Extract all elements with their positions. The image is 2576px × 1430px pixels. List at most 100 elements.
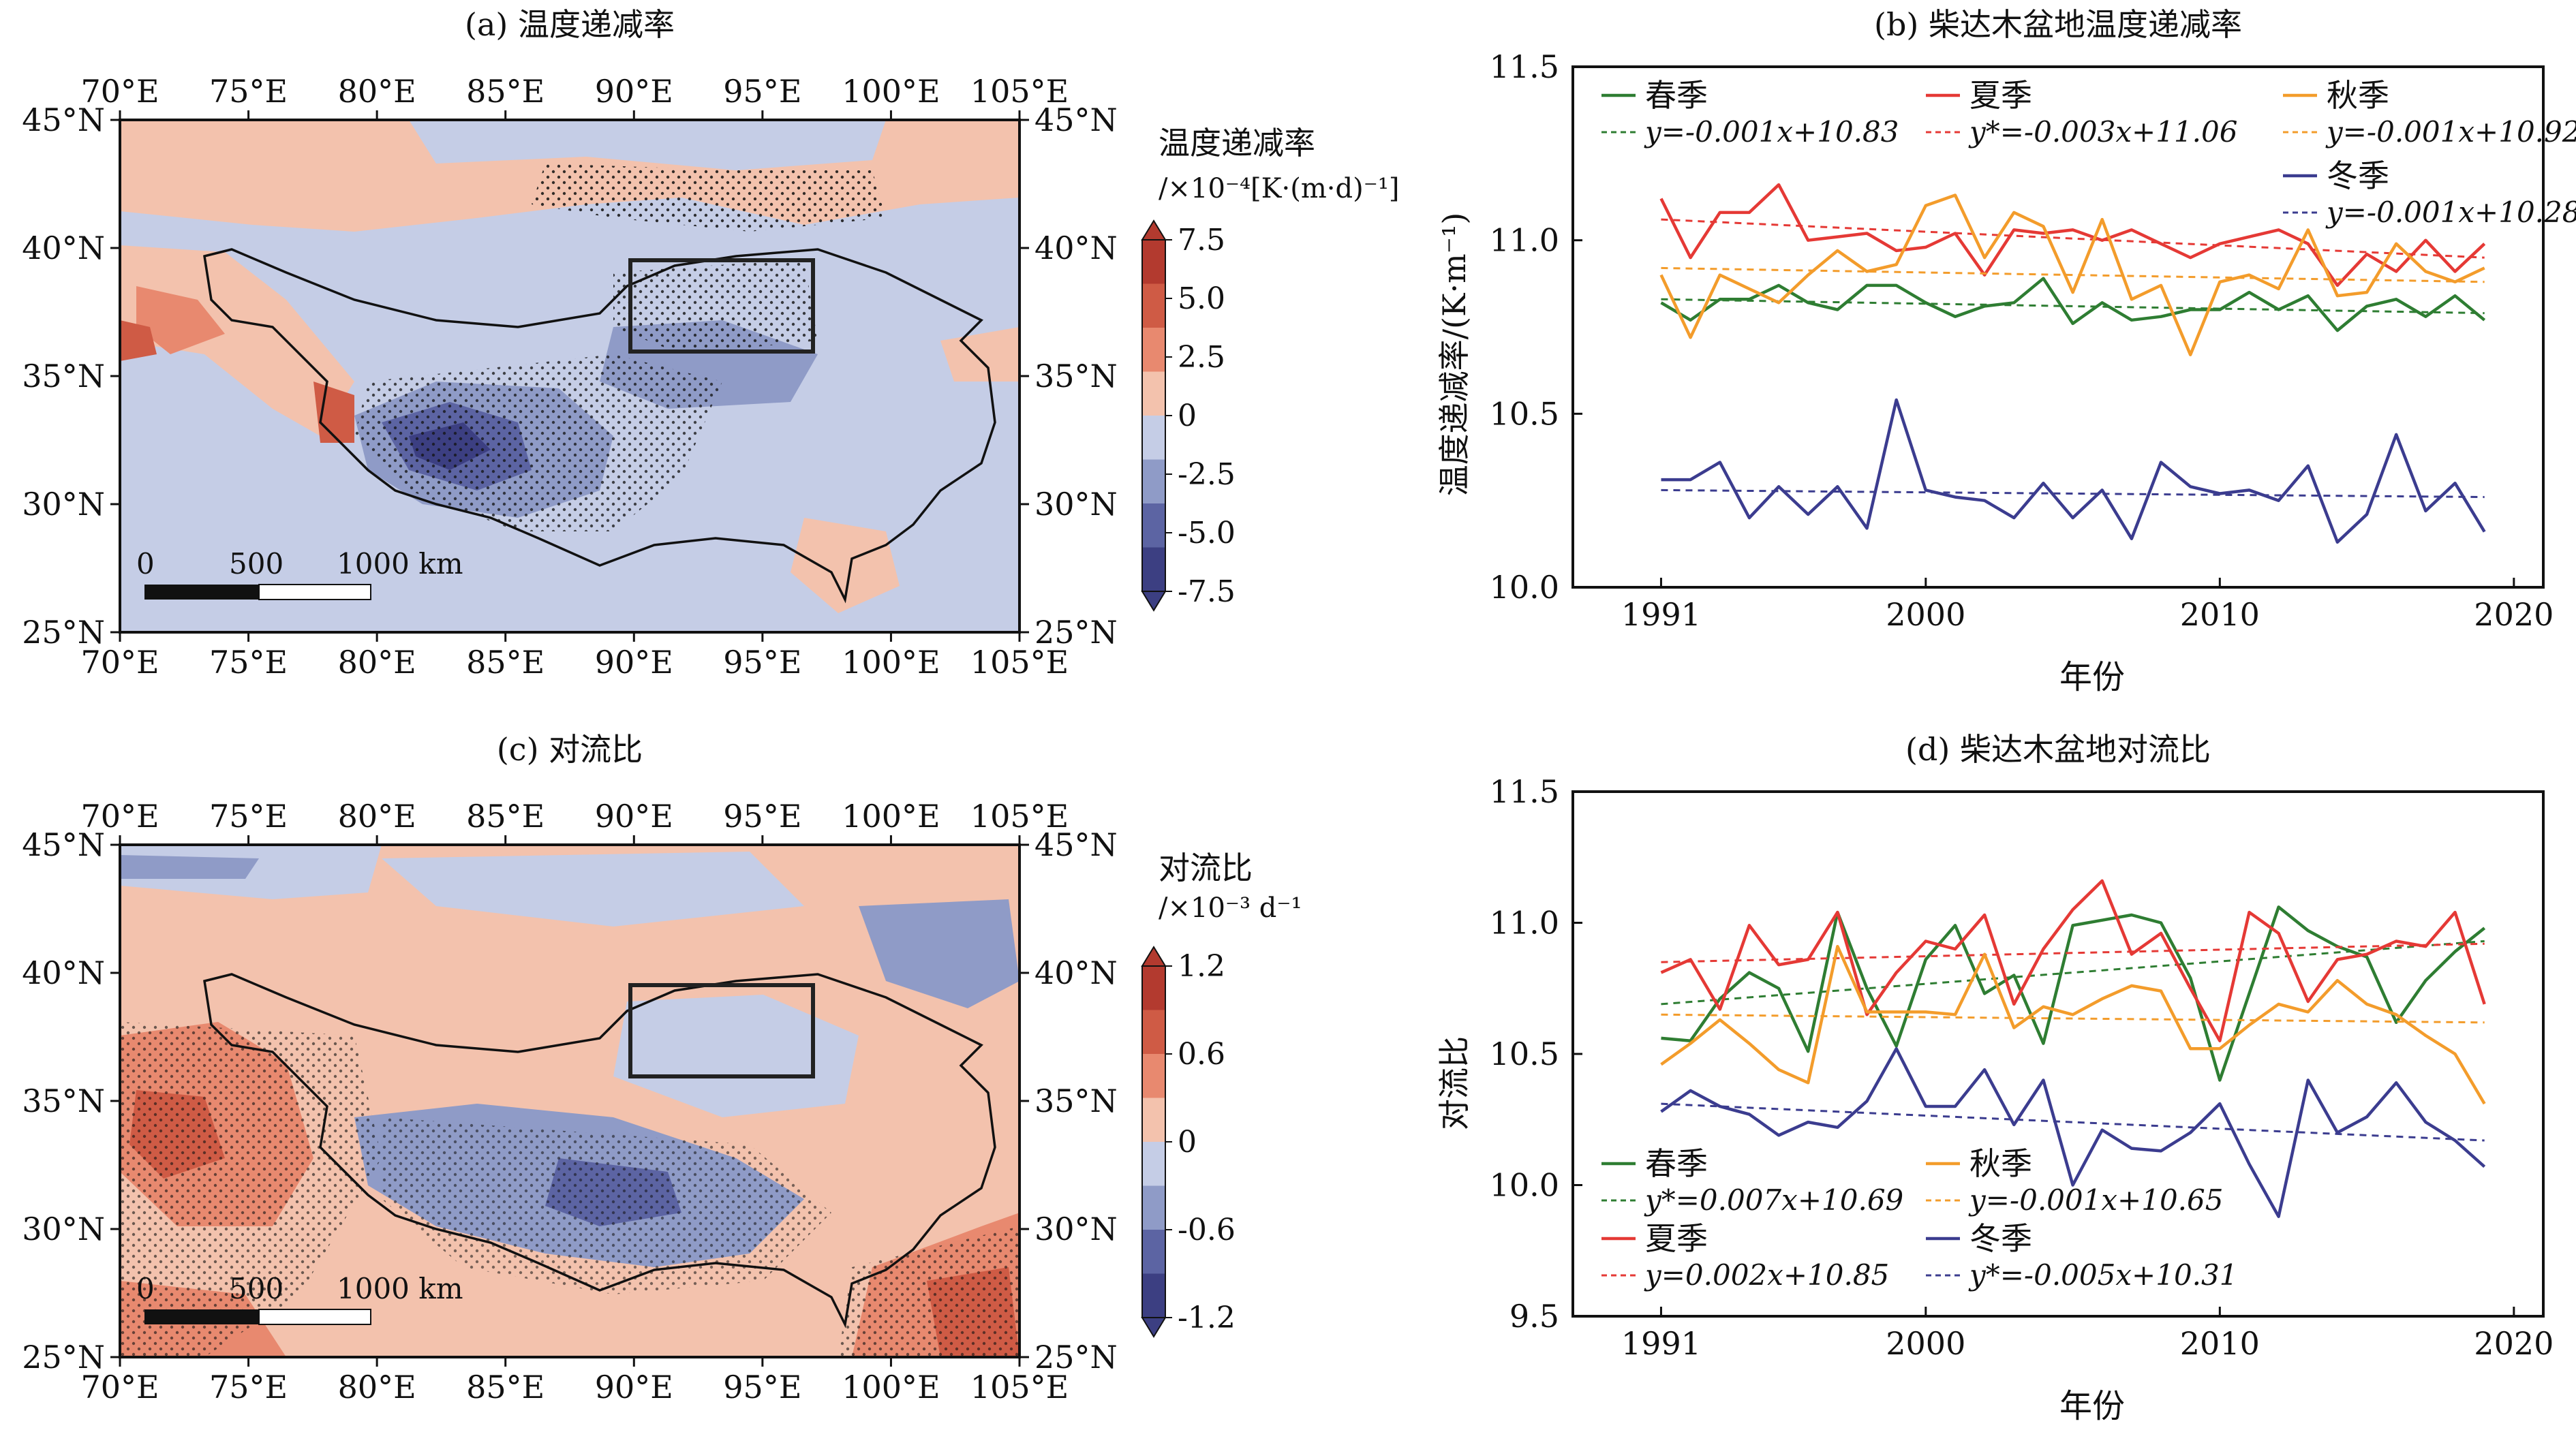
lon-tick-label-top: 90°E [595,798,673,835]
colorbar-segment [1142,503,1165,548]
lat-tick-label-right: 35°N [1034,358,1118,394]
legend-trend-eq: y=0.002x+10.85 [1644,1258,1889,1292]
colorbar-segment [1142,1098,1165,1143]
panel-b-xlabel: 年份 [2059,658,2125,696]
lat-tick-label-right: 35°N [1034,1083,1118,1119]
legend-trend-eq: y=-0.001x+10.92 [2325,115,2576,149]
legend-label: 冬季 [1969,1220,2032,1257]
panel-a: (a) 温度递减率 0 500 1000 km [22,6,1399,681]
legend-trend-eq: y*=0.007x+10.69 [1644,1183,1903,1217]
colorbar-segment [1142,371,1165,416]
colorbar-segment [1142,328,1165,372]
legend-trend-eq: y*=-0.003x+11.06 [1968,115,2237,149]
lat-tick-label-left: 35°N [22,358,105,394]
lat-tick-label-right: 25°N [1034,614,1118,651]
lon-tick-label-bottom: 105°E [970,1369,1069,1405]
panel-a-field [120,120,1019,632]
colorbar-segment [1142,1230,1165,1274]
scalebar-label-1000: 1000 km [337,547,463,580]
qaidam-box-a [628,258,815,354]
legend-label: 春季 [1645,77,1708,114]
legend-label: 夏季 [1645,1220,1708,1257]
scalebar-label-1000: 1000 km [337,1272,463,1305]
series-line [1660,1047,2486,1218]
lon-tick-label-bottom: 80°E [338,1369,416,1405]
lon-tick-label-top: 90°E [595,73,673,110]
colorbar-c: 对流比 /×10⁻³ d⁻¹ 1.2 0.6 0 -0.6 -1.2 [1141,850,1302,1338]
series-line [1661,398,2486,544]
lon-tick-label-bottom: 95°E [723,1369,801,1405]
panel-b: (b) 柴达木盆地温度递减率 年份 温度递减率/(K·m⁻¹) 1991 2000… [1436,6,2576,696]
lat-tick-label-left: 30°N [22,486,105,523]
colorbar-segment [1142,1185,1165,1230]
plateau-boundary-c [203,973,996,1328]
x-tick-label: 2010 [2180,596,2260,633]
panel-c: (c) 对流比 0 500 1000 km [22,731,1302,1405]
colorbar-segment [1142,283,1165,328]
lon-tick-label-bottom: 75°E [209,1369,288,1405]
scalebar-label-0: 0 [136,1272,155,1305]
lon-tick-label-top: 100°E [842,798,940,835]
y-tick-label: 10.5 [1490,1036,1559,1072]
series-line [1660,277,2486,332]
lat-tick-label-right: 40°N [1034,230,1118,266]
x-tick-label: 1991 [1621,596,1701,633]
y-tick-label: 10.5 [1490,395,1559,432]
panel-c-field [120,845,1019,1357]
lon-tick-label-bottom: 90°E [595,644,673,681]
lon-tick-label-top: 80°E [338,798,416,835]
trend-line [1661,942,2485,963]
colorbar-tick-label: 2.5 [1178,340,1225,375]
colorbar-extend-bottom [1141,1317,1167,1338]
lon-tick-label-bottom: 95°E [723,644,801,681]
colorbar-segment [1142,416,1165,460]
map-axes-a: 70°E 70°E 75°E 75°E 80°E 80°E 85°E 85°E 90°E 90°E… [22,73,1118,681]
lat-tick-label-right: 45°N [1034,102,1118,138]
trend-line [1661,266,2485,283]
colorbar-tick-label: 1.2 [1178,949,1225,984]
lon-tick-label-top: 105°E [970,73,1069,110]
lon-tick-label-top: 70°E [80,73,159,110]
lon-tick-label-top: 85°E [466,73,545,110]
lon-tick-label-top: 70°E [80,798,159,835]
x-tick-label: 2000 [1886,1325,1965,1362]
legend-label: 秋季 [2327,77,2389,114]
lat-tick-label-left: 45°N [22,102,105,138]
legend-trend-eq: y*=-0.005x+10.31 [1968,1258,2237,1292]
colorbar-segment [1142,1010,1165,1055]
lon-tick-label-bottom: 70°E [80,644,159,681]
colorbar-segment [1142,459,1165,504]
trend-line [1661,298,2485,315]
lon-tick-label-top: 95°E [723,73,801,110]
lat-tick-label-left: 30°N [22,1211,105,1247]
panel-c-title: (c) 对流比 [497,731,643,768]
panel-d: (d) 柴达木盆地对流比 年份 对流比 1991 2000 2010 2020 9.5 1… [1436,731,2554,1425]
colorbar-segment [1142,1142,1165,1186]
panel-d-xlabel: 年份 [2059,1387,2125,1425]
lat-tick-label-left: 45°N [22,826,105,863]
scalebar-label-0: 0 [136,547,155,580]
series-line [1659,183,2486,287]
series-line [1659,193,2485,356]
y-tick-label: 10.0 [1490,569,1559,606]
scalebar-a: 0 500 1000 km [136,547,463,600]
lat-tick-label-left: 40°N [22,230,105,266]
colorbar-tick-label: -0.6 [1178,1213,1236,1247]
y-tick-label: 11.0 [1490,222,1559,259]
lon-tick-label-top: 85°E [466,798,545,835]
x-tick-label: 2000 [1886,596,1965,633]
lon-tick-label-bottom: 100°E [842,644,940,681]
map-axes-c: 70°E 70°E 75°E 75°E 80°E 80°E 85°E 85°E 90°E 90°E… [22,798,1118,1405]
x-tick-label: 2020 [2474,596,2554,633]
lon-tick-label-bottom: 100°E [842,1369,940,1405]
lat-tick-label-right: 25°N [1034,1339,1118,1375]
series-line [1660,879,2486,1042]
y-tick-label: 11.5 [1490,48,1559,85]
legend-label: 夏季 [1969,77,2032,114]
panel-d-ylabel: 对流比 [1436,1036,1473,1130]
trend-line [1661,1013,2485,1024]
scalebar-label-500: 500 [229,1272,283,1305]
lat-tick-label-right: 45°N [1034,826,1118,863]
colorbar-extend-top [1141,946,1167,967]
